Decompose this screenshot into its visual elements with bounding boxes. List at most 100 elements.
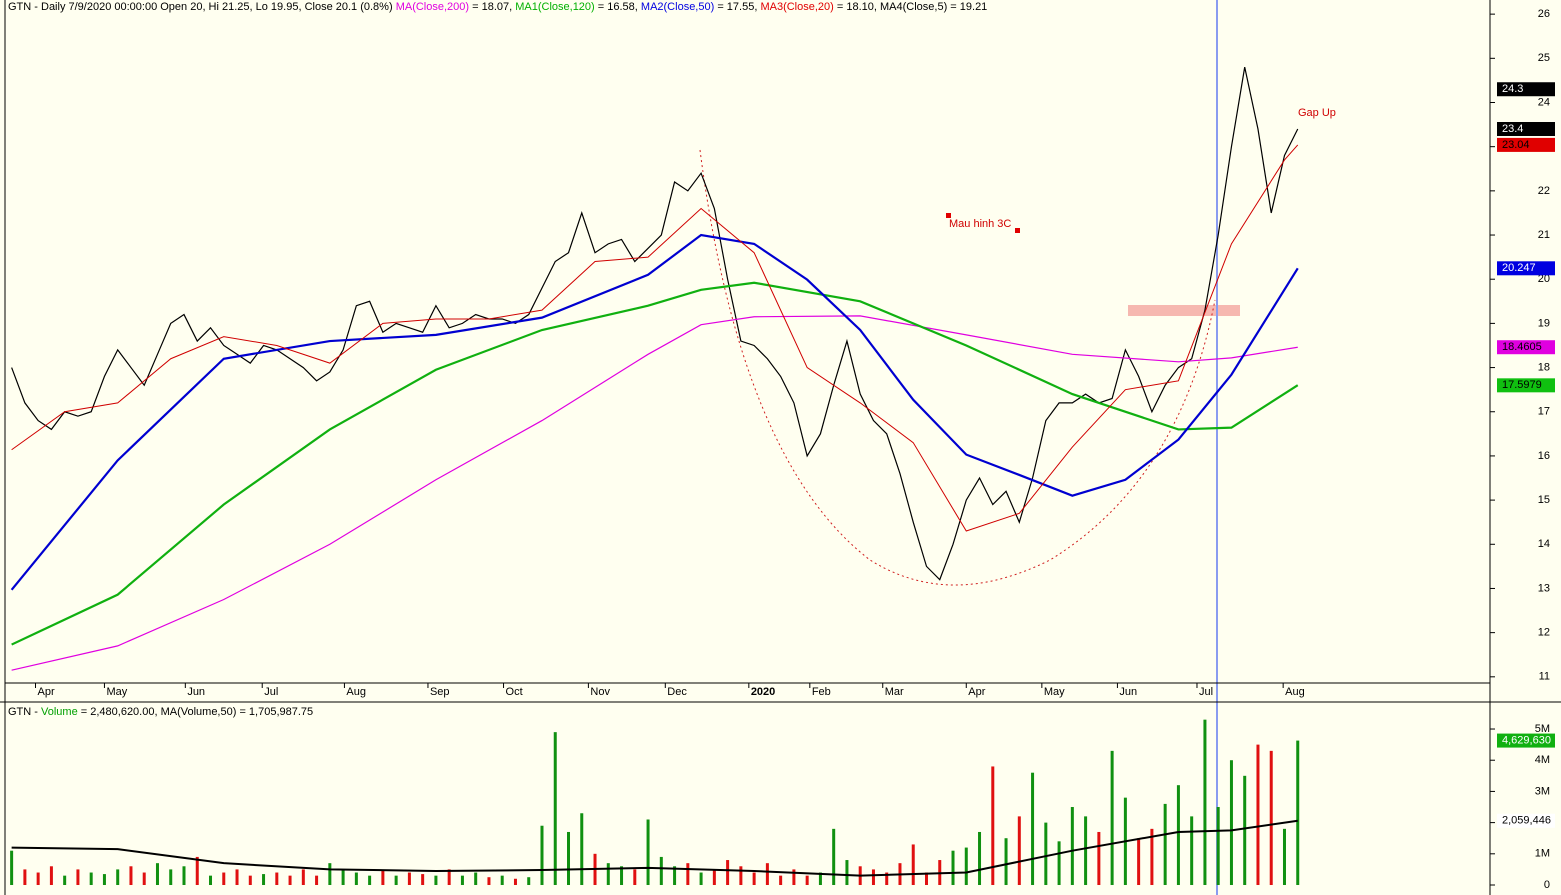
y-tick-label: 13 [1538,582,1550,594]
volume-bar [407,872,411,886]
header-part: MA1(Close,120) [515,1,594,13]
volume-bar [23,869,27,886]
y-tick-label: 26 [1538,8,1550,20]
volume-bar [1256,744,1260,886]
volume-bar [633,869,637,886]
volume-bar [1150,828,1154,886]
volume-bar [1057,841,1061,886]
volume-bar [328,863,332,886]
volume-bar [155,863,159,886]
x-tick-label: Apr [37,686,54,698]
volume-bar [341,869,345,886]
header-part: = 18.10, [834,1,880,13]
header-part: GTN - [8,706,41,718]
x-tick-label: Aug [1285,686,1305,698]
x-tick-label: Aug [346,686,366,698]
volume-bar [89,872,93,886]
value-badge-label: 17.5979 [1502,379,1542,391]
series-line [11,315,1298,671]
series-line [11,144,1299,532]
value-badge-label: 23.04 [1502,139,1530,151]
volume-bar [765,863,769,886]
volume-bar [1044,822,1048,886]
value-badge [1497,261,1555,276]
value-badge [1497,813,1555,828]
header-part: GTN - Daily 7/9/2020 00:00:00 Open 20, H… [8,1,396,13]
x-tick-label: Jul [1199,686,1213,698]
volume-bar [871,869,875,886]
resistance-zone [1128,305,1240,316]
volume-bar [1203,719,1207,886]
volume-bar [1031,772,1035,886]
volume-bar [726,860,730,886]
volume-bar [712,869,716,886]
volume-bar [142,872,146,886]
volume-bar [1017,816,1021,886]
annotation-marker [946,213,951,218]
volume-bar [673,866,677,886]
y-tick-label: 15 [1538,494,1550,506]
value-badge [1497,340,1555,355]
volume-bar [1296,740,1300,886]
y-tick-label: 12 [1538,627,1550,639]
volume-bar [288,875,292,886]
volume-bar [262,874,266,886]
x-tick-label: Mar [885,686,904,698]
y-tick-label: 11 [1539,671,1550,683]
volume-bar [235,869,239,886]
volume-bar [991,766,995,886]
volume-bar [1097,831,1101,886]
header-part: = 17.55, [714,1,760,13]
y-tick-label: 21 [1538,229,1550,241]
volume-bar [368,875,372,886]
volume-bar [460,875,464,886]
volume-bar [1269,750,1273,886]
x-tick-label: 2020 [751,686,775,698]
x-tick-label: Feb [812,686,831,698]
volume-bar [1084,816,1088,886]
x-tick-label: May [1044,686,1065,698]
x-tick-label: Jun [187,686,205,698]
volume-bar [182,866,186,886]
volume-bar [540,825,544,886]
y-tick-label: 17 [1538,406,1550,418]
series-line [11,281,1299,646]
header-part: MA3(Close,20) [760,1,833,13]
volume-bar [1229,760,1233,886]
y-tick-label: 22 [1538,185,1550,197]
volume-bar [474,872,478,886]
volume-bar [381,870,385,886]
volume-bar [76,869,80,886]
value-badge [1497,122,1555,137]
x-tick-label: Dec [667,686,687,698]
y-tick-label: 1M [1535,848,1550,860]
y-tick-label: 25 [1538,52,1550,64]
volume-bar [394,875,398,886]
volume-bar [527,877,531,886]
volume-bar [36,872,40,886]
header-part: MA4(Close,5) = 19.21 [880,1,987,13]
y-tick-label: 5M [1535,723,1550,735]
volume-bar [248,875,252,886]
x-tick-label: Nov [590,686,610,698]
volume-bar [1137,838,1141,886]
y-tick-label: 3M [1535,785,1550,797]
volume-bar [951,850,955,886]
y-tick-label: 16 [1538,450,1550,462]
volume-bar [129,866,133,886]
volume-bar [1243,775,1247,886]
volume-bar [606,863,610,886]
volume-bar [301,869,305,886]
value-badge [1497,82,1555,97]
y-tick-label: 18 [1538,361,1550,373]
annotation: Mau hinh 3C [949,218,1011,230]
volume-bar [911,844,915,886]
volume-bar [1110,750,1114,886]
y-tick-label: 14 [1538,538,1550,550]
value-badge-label: 24.3 [1502,83,1523,95]
value-badge-label: 18.4605 [1502,341,1542,353]
volume-bar [885,872,889,886]
volume-bar [315,875,319,886]
